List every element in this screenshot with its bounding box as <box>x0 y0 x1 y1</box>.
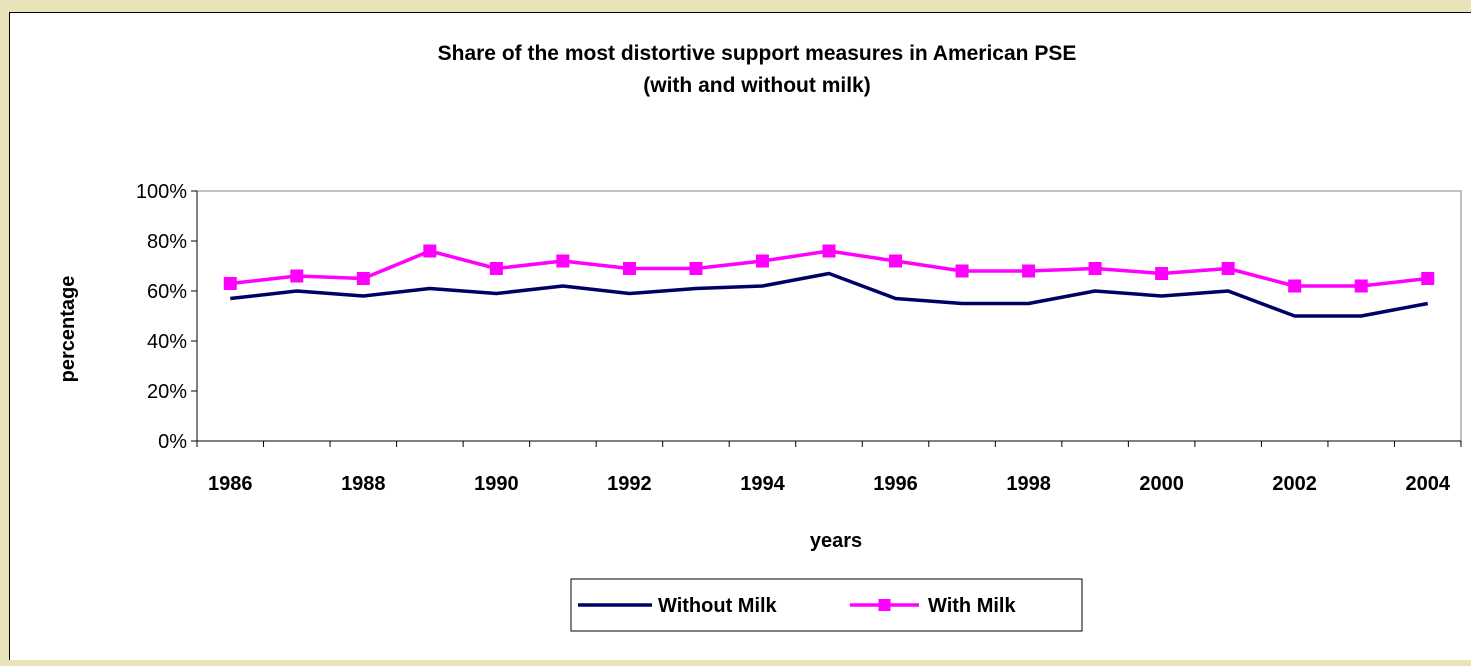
legend-label: With Milk <box>928 595 1016 617</box>
x-tick-label: 1998 <box>1006 473 1051 495</box>
legend-marker <box>878 599 891 611</box>
data-point <box>223 277 237 290</box>
legend: Without Milk With Milk <box>570 578 1083 632</box>
data-point <box>689 262 703 275</box>
x-tick-label: 1990 <box>474 473 519 495</box>
series-with-milk <box>223 244 1435 293</box>
data-point <box>1088 262 1102 275</box>
data-point <box>889 254 903 268</box>
x-tick-label: 2004 <box>1405 473 1450 495</box>
legend-label: Without Milk <box>658 595 778 617</box>
y-tick-label: 60% <box>147 281 187 303</box>
chart-area: Share of the most distortive support mea… <box>9 12 1471 660</box>
data-point <box>1221 262 1235 275</box>
data-point <box>755 254 769 268</box>
series-layer <box>223 244 1435 318</box>
x-tick-label: 2000 <box>1139 473 1184 495</box>
data-point <box>1421 272 1435 285</box>
y-axis-label: percentage <box>57 276 79 383</box>
data-point <box>423 244 437 258</box>
data-point <box>622 262 636 275</box>
data-point <box>290 269 304 283</box>
data-point <box>1022 264 1036 278</box>
line-chart: Share of the most distortive support mea… <box>57 42 1462 632</box>
data-point <box>1354 279 1368 293</box>
series-line <box>230 271 1429 318</box>
series-without-milk <box>230 271 1429 318</box>
y-tick-label: 20% <box>147 381 187 403</box>
chart-subtitle: (with and without milk) <box>643 74 870 97</box>
x-axis-label: years <box>810 530 862 552</box>
x-tick-label: 2002 <box>1272 473 1317 495</box>
data-point <box>822 244 836 258</box>
y-tick-label: 100% <box>136 181 187 203</box>
y-tick-label: 40% <box>147 331 187 353</box>
data-point <box>556 254 570 268</box>
data-point <box>1288 279 1302 293</box>
y-tick-label: 0% <box>158 431 187 453</box>
x-tick-label: 1988 <box>341 473 386 495</box>
data-point <box>1155 267 1169 280</box>
x-tick-label: 1994 <box>740 473 785 495</box>
x-tick-label: 1992 <box>607 473 652 495</box>
legend-box <box>570 578 1083 632</box>
x-tick-label: 1996 <box>873 473 918 495</box>
x-tick-label: 1986 <box>208 473 253 495</box>
axes: 0% 20% 40% 60% 80% 100% 1986 1988 1990 1992 1994 19… <box>136 181 1462 495</box>
data-point <box>955 264 969 278</box>
y-tick-label: 80% <box>147 231 187 253</box>
plot-frame <box>196 190 1462 442</box>
data-point <box>356 272 370 285</box>
chart-title: Share of the most distortive support mea… <box>438 42 1077 65</box>
data-point <box>489 262 503 275</box>
